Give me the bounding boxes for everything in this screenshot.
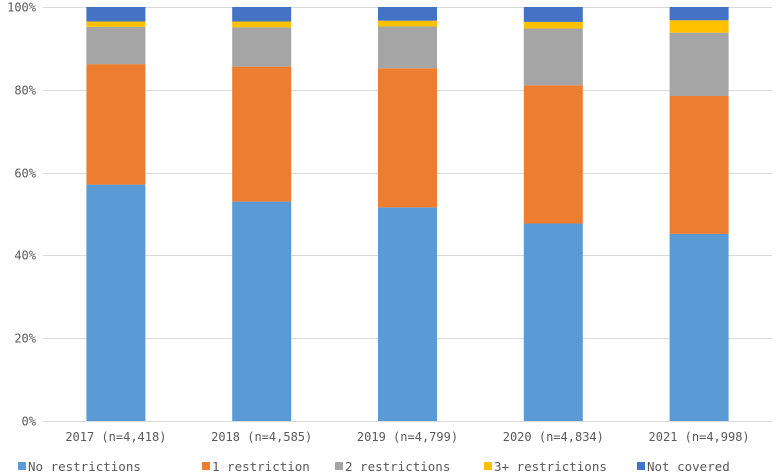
bar-segment-not-covered[interactable]	[232, 7, 292, 22]
y-tick-label: 40%	[14, 249, 36, 263]
legend-swatch	[335, 462, 343, 470]
legend-label: Not covered	[647, 459, 730, 474]
legend-label: 1 restriction	[212, 459, 310, 474]
y-tick-label: 80%	[14, 84, 36, 98]
bar-stack	[232, 7, 292, 421]
bar-segment-not-covered[interactable]	[378, 7, 437, 21]
bar-stack	[523, 7, 583, 421]
legend-item[interactable]: 3+ restrictions	[484, 459, 607, 474]
legend-label: 3+ restrictions	[494, 459, 607, 474]
bar-stack	[86, 7, 146, 421]
legend[interactable]: No restrictions 1 restriction 2 restrictio…	[18, 459, 730, 474]
bar-segment-2-restrictions[interactable]	[232, 27, 292, 67]
bar-segment-not-covered[interactable]	[669, 7, 729, 21]
bar-stack	[378, 7, 437, 421]
bar-segment-1-restriction[interactable]	[669, 96, 729, 234]
legend-swatch	[18, 462, 26, 470]
y-tick-label: 100%	[7, 1, 37, 15]
bar-segment-1-restriction[interactable]	[86, 64, 146, 185]
legend-swatch	[202, 462, 210, 470]
legend-item[interactable]: 2 restrictions	[335, 459, 450, 474]
y-tick-label: 0%	[22, 415, 37, 429]
x-category-label: 2021 (n=4,998)	[649, 430, 750, 444]
bar-segment-no-restrictions[interactable]	[523, 223, 583, 421]
bar-segment-2-restrictions[interactable]	[523, 28, 583, 86]
x-category-label: 2018 (n=4,585)	[211, 430, 312, 444]
bar-segment-1-restriction[interactable]	[378, 68, 437, 208]
x-axis-category-labels: 2017 (n=4,418) 2018 (n=4,585) 2019 (n=4,79…	[65, 430, 749, 444]
bar-segment-no-restrictions[interactable]	[669, 233, 729, 421]
bar-segment-not-covered[interactable]	[86, 7, 146, 22]
bar-segment-2-restrictions[interactable]	[669, 32, 729, 97]
bar-segment-3-restrictions[interactable]	[523, 21, 583, 29]
legend-swatch	[484, 462, 492, 470]
bar-stack	[669, 7, 729, 421]
legend-item[interactable]: 1 restriction	[202, 459, 310, 474]
bar-segment-2-restrictions[interactable]	[378, 26, 437, 69]
x-category-label: 2020 (n=4,834)	[503, 430, 604, 444]
x-category-label: 2017 (n=4,418)	[65, 430, 166, 444]
legend-label: No restrictions	[28, 459, 141, 474]
bar-segment-1-restriction[interactable]	[523, 85, 583, 224]
bar-segment-3-restrictions[interactable]	[669, 20, 729, 33]
bar-segment-not-covered[interactable]	[523, 7, 583, 22]
bar-segment-3-restrictions[interactable]	[86, 21, 146, 27]
bars	[86, 7, 729, 421]
bar-segment-no-restrictions[interactable]	[232, 201, 292, 421]
x-category-label: 2019 (n=4,799)	[357, 430, 458, 444]
y-tick-label: 20%	[14, 332, 36, 346]
bar-segment-3-restrictions[interactable]	[232, 21, 292, 28]
legend-swatch	[637, 462, 645, 470]
legend-label: 2 restrictions	[345, 459, 450, 474]
y-axis-tick-labels: 0% 20% 40% 60% 80% 100%	[7, 1, 37, 429]
legend-item[interactable]: No restrictions	[18, 459, 141, 474]
bar-segment-1-restriction[interactable]	[232, 66, 292, 202]
legend-item[interactable]: Not covered	[637, 459, 730, 474]
bar-segment-3-restrictions[interactable]	[378, 20, 437, 27]
bar-segment-2-restrictions[interactable]	[86, 26, 146, 65]
bar-segment-no-restrictions[interactable]	[378, 207, 437, 421]
y-tick-label: 60%	[14, 167, 36, 181]
bar-segment-no-restrictions[interactable]	[86, 184, 146, 421]
